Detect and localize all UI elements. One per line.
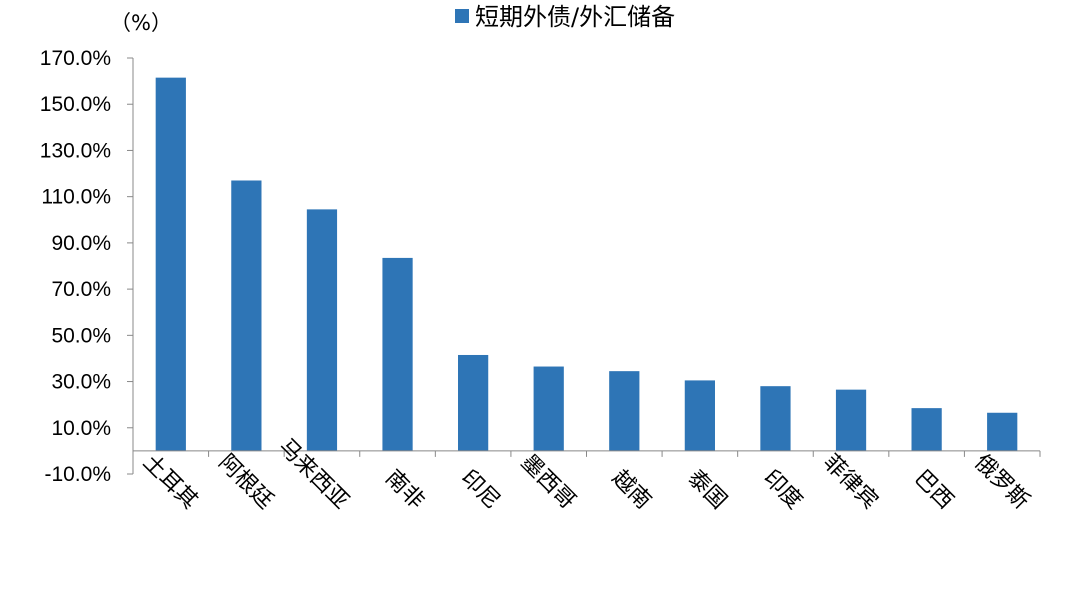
y-tick-label: 10.0% bbox=[51, 417, 111, 440]
bar bbox=[533, 366, 564, 451]
y-tick-label: 50.0% bbox=[51, 324, 111, 347]
bar bbox=[382, 257, 413, 451]
x-category-label: 巴西 bbox=[909, 465, 958, 514]
x-category-label: 墨西哥 bbox=[516, 450, 580, 514]
y-axis-ticks: 170.0% 150.0% 130.0% 110.0% 90.0% 70.0% 50.0% 3… bbox=[40, 47, 133, 486]
bar bbox=[911, 408, 942, 451]
bars bbox=[155, 77, 1018, 451]
x-category-label: 土耳其 bbox=[138, 450, 202, 514]
x-category-label: 印度 bbox=[758, 465, 807, 514]
bar bbox=[609, 371, 640, 451]
x-category-label: 印尼 bbox=[456, 465, 505, 514]
y-tick-label: 90.0% bbox=[51, 232, 111, 255]
bar bbox=[231, 180, 262, 451]
y-axis-unit: （%） bbox=[110, 11, 172, 35]
y-tick-label: -10.0% bbox=[44, 463, 111, 486]
y-tick-label: 150.0% bbox=[40, 93, 111, 116]
y-tick-label: 70.0% bbox=[51, 278, 111, 301]
y-tick-label: 170.0% bbox=[40, 47, 111, 70]
bar bbox=[835, 389, 867, 451]
x-category-label: 泰国 bbox=[683, 465, 732, 514]
x-category-label: 越南 bbox=[607, 465, 656, 514]
x-category-label: 南非 bbox=[380, 465, 429, 514]
bar bbox=[760, 386, 791, 451]
y-tick-label: 130.0% bbox=[40, 139, 111, 162]
legend: 短期外债/外汇储备 bbox=[455, 3, 675, 31]
x-category-label: 菲律宾 bbox=[818, 450, 882, 514]
bar bbox=[684, 380, 715, 451]
axes bbox=[132, 58, 1041, 474]
legend-label: 短期外债/外汇储备 bbox=[475, 3, 675, 31]
x-category-label: 俄罗斯 bbox=[969, 450, 1033, 514]
y-tick-label: 30.0% bbox=[51, 371, 111, 394]
legend-swatch bbox=[455, 9, 469, 23]
y-tick-label: 110.0% bbox=[41, 186, 111, 209]
bar bbox=[306, 209, 338, 451]
bar bbox=[987, 412, 1018, 451]
bar bbox=[155, 77, 186, 451]
bar bbox=[458, 354, 489, 451]
x-category-label: 阿根廷 bbox=[213, 450, 277, 514]
